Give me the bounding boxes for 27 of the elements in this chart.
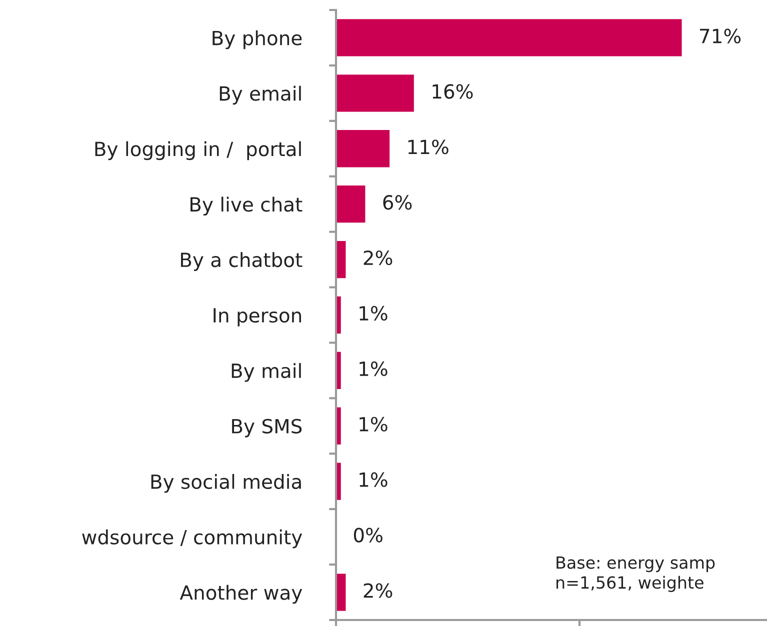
y-tick-label: By social media	[151, 474, 301, 493]
data-label: 1%	[360, 306, 388, 321]
data-label: 11%	[408, 140, 448, 154]
bar	[336, 74, 414, 112]
y-tick-label: By email	[220, 86, 301, 105]
y-tick-label: By a chatbot	[181, 252, 302, 271]
data-label: 1%	[360, 472, 388, 488]
y-tick-label: By live chat	[190, 196, 302, 216]
bar	[336, 19, 682, 56]
data-label: 16%	[432, 84, 473, 99]
data-label: 1%	[360, 361, 388, 376]
bar	[336, 186, 366, 223]
data-label: 0%	[354, 528, 382, 542]
y-tick-label: Another way	[180, 584, 302, 604]
data-label: 2%	[364, 583, 392, 598]
y-tick-label: By SMS	[232, 418, 302, 438]
y-tick-label: By mail	[232, 363, 301, 382]
y-tick-label: By logging in / portal	[95, 141, 301, 160]
data-label: 2%	[364, 250, 392, 266]
y-tick-label: By phone	[212, 30, 302, 50]
y-tick-label: wdsource / community	[82, 529, 302, 548]
annotation: Base: energy samp n=1,561, weighte	[556, 556, 715, 592]
bar	[336, 130, 390, 168]
data-label: 6%	[383, 195, 412, 210]
data-label: 71%	[700, 28, 741, 44]
data-label: 1%	[360, 416, 388, 432]
y-tick-label: In person	[214, 308, 302, 326]
